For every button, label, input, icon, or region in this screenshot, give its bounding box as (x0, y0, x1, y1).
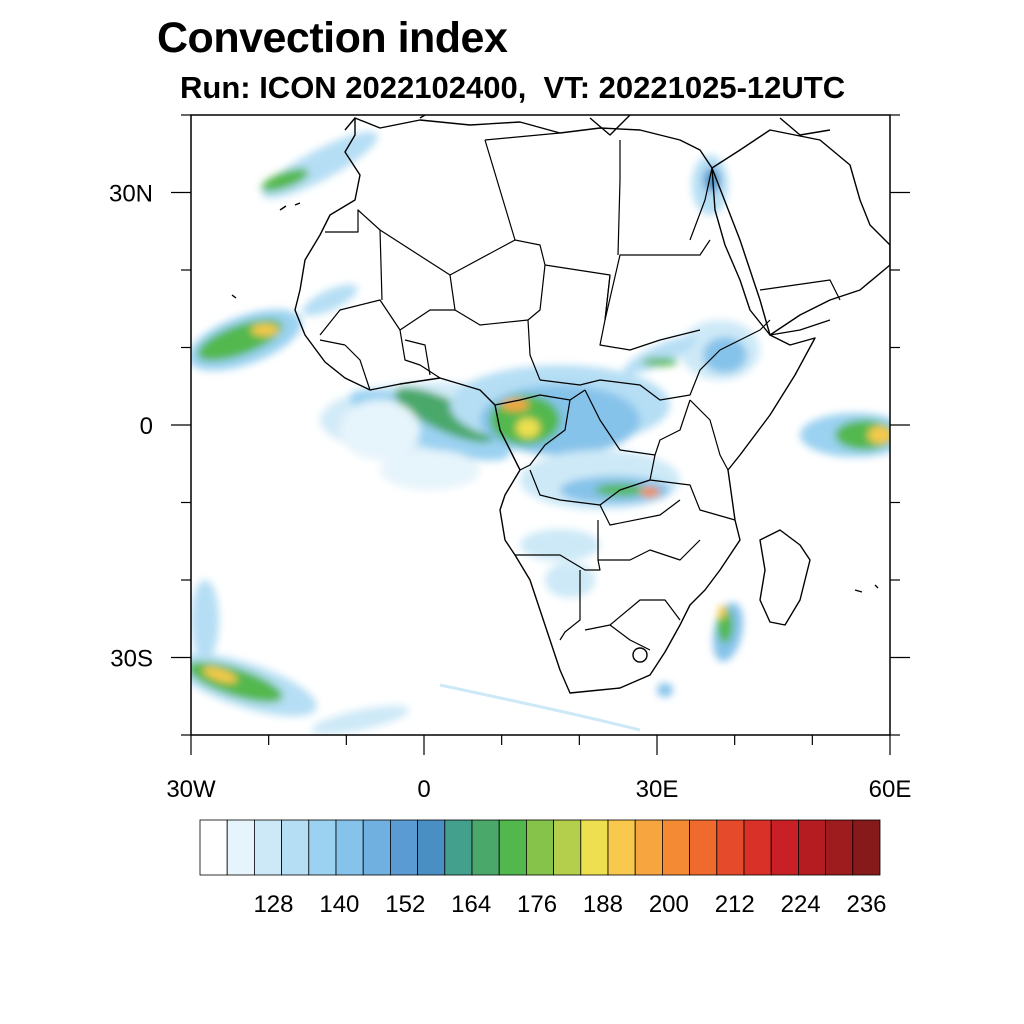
coastlines (231, 115, 890, 694)
colorbar-swatch (226, 819, 255, 876)
axis-tick-labels: 30W 0 30E 60E 30N 0 30S (109, 181, 911, 804)
colorbar-swatch (689, 819, 718, 876)
colorbar-swatch (798, 819, 827, 876)
colorbar-swatch (526, 819, 555, 876)
colorbar-swatch (716, 819, 745, 876)
country-borders (319, 132, 841, 651)
colorbar-label: 188 (583, 891, 623, 918)
colorbar-swatch (335, 819, 364, 876)
colorbar-swatch (852, 819, 881, 876)
page-subtitle: Run: ICON 2022102400, VT: 20221025-12UTC (180, 70, 846, 105)
colorbar-label: 236 (846, 891, 886, 918)
colorbar-swatch (308, 819, 337, 876)
colorbar-swatch (362, 819, 391, 876)
colorbar-swatch (607, 819, 636, 876)
page-title: Convection index (157, 14, 508, 62)
colorbar-label: 200 (649, 891, 689, 918)
colorbar-swatch (444, 819, 473, 876)
colorbar-swatch (417, 819, 446, 876)
colorbar-label: 140 (319, 891, 359, 918)
axis-ticks (171, 114, 910, 755)
colorbar-swatch (770, 819, 799, 876)
colorbar-swatch (498, 819, 527, 876)
lon-tick-label: 30E (636, 776, 679, 803)
colorbar-swatch (743, 819, 772, 876)
colorbar-swatch (553, 819, 582, 876)
colorbar-label: 164 (451, 891, 491, 918)
lat-tick-label: 30N (109, 181, 153, 208)
colorbar-label: 152 (385, 891, 425, 918)
colorbar-swatch (634, 819, 663, 876)
lon-tick-label: 0 (417, 776, 430, 803)
cloud-streak (439, 683, 641, 732)
lon-tick-label: 60E (869, 776, 912, 803)
colorbar-swatch (389, 819, 418, 876)
convection-shading (191, 131, 890, 735)
colorbar-label: 176 (517, 891, 557, 918)
colorbar-swatch (662, 819, 691, 876)
colorbar-label: 224 (781, 891, 821, 918)
lat-tick-label: 0 (140, 413, 153, 440)
colorbar-swatch (580, 819, 609, 876)
colorbar-swatch (471, 819, 500, 876)
colorbar-swatch (199, 819, 228, 876)
colorbar-swatch (825, 819, 854, 876)
lon-tick-label: 30W (166, 776, 216, 803)
colorbar-swatch (281, 819, 310, 876)
colorbar-label: 128 (253, 891, 293, 918)
colorbar-label: 212 (715, 891, 755, 918)
colorbar-labels: 128 140 152 164 176 188 200 212 224 236 (253, 891, 886, 918)
colorbar-swatch (253, 819, 282, 876)
lat-tick-label: 30S (110, 646, 153, 673)
colorbar (199, 819, 881, 876)
